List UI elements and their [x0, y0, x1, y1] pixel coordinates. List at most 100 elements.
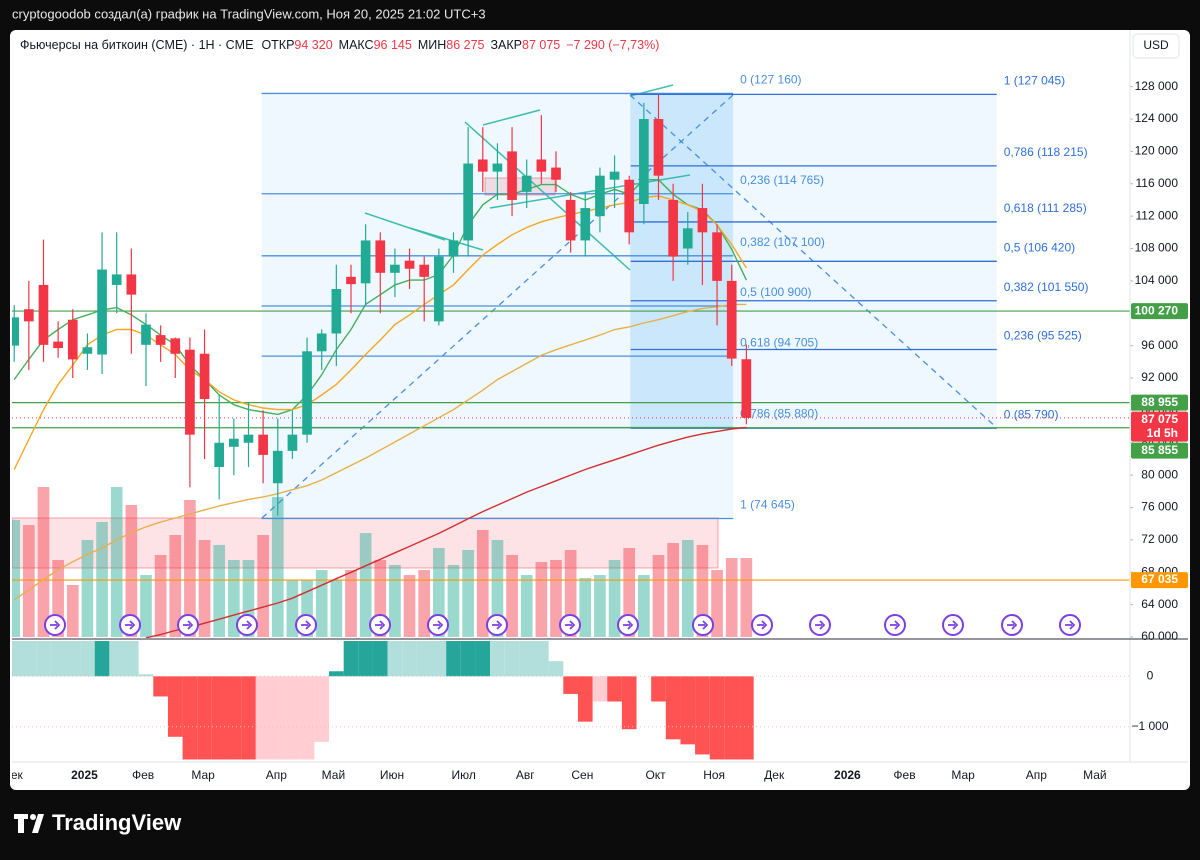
price-badge — [1131, 394, 1188, 411]
histogram-bar — [592, 676, 608, 702]
indicator-pane — [12, 641, 754, 760]
histogram-bar — [124, 641, 139, 677]
fib-label: 0,236 (95 525) — [1004, 329, 1082, 343]
histogram-bar — [50, 641, 66, 677]
chart: 0 (127 160) 0,236 (114 765) 0,382 (107 100… — [12, 38, 1188, 782]
candle-body — [580, 208, 591, 241]
indicator-tick-label: −1 000 — [1131, 719, 1168, 733]
candle-body — [243, 434, 254, 443]
price-badge-label: 88 955 — [1141, 395, 1178, 409]
price-badge — [1131, 442, 1188, 459]
currency-button[interactable] — [1132, 33, 1180, 59]
volume-bar — [681, 540, 694, 637]
histogram-bar — [724, 676, 740, 760]
y-tick-label: 104 000 — [1135, 273, 1179, 287]
histogram-bar — [519, 641, 535, 677]
candle-body — [97, 269, 107, 355]
candle-body — [185, 349, 195, 435]
trend-lines — [364, 84, 691, 271]
event-icon — [295, 614, 317, 636]
legend-value: 86 275 — [446, 38, 484, 52]
volume-bar — [315, 570, 328, 637]
candle-body — [67, 319, 78, 360]
volume-bar — [125, 505, 138, 637]
event-icon — [427, 614, 449, 636]
candle-body — [375, 240, 386, 273]
candle-body — [82, 347, 93, 354]
candle-body — [111, 274, 122, 285]
x-tick-label: Май — [1083, 768, 1107, 782]
x-tick-label: Фев — [893, 768, 915, 782]
x-tick-label: Мар — [951, 768, 975, 782]
event-icon — [692, 614, 714, 636]
histogram-bar — [36, 641, 51, 677]
volume-profile-box — [12, 517, 719, 569]
candle-body — [258, 434, 268, 455]
volume-bar — [66, 585, 79, 637]
legend-change: −7 290 (−7,73%) — [566, 38, 659, 52]
event-arrow — [301, 620, 312, 630]
event-arrow — [623, 620, 634, 630]
volume-bar — [638, 575, 650, 637]
fib-label: 0,382 (101 550) — [1004, 280, 1089, 294]
x-tick-label: Мар — [191, 768, 215, 782]
histogram-bar — [182, 676, 198, 760]
candle-body — [521, 175, 532, 192]
event-arrow — [1065, 620, 1076, 630]
candle-body — [434, 256, 444, 322]
event-arrow — [375, 620, 386, 630]
event-arrow — [492, 620, 503, 630]
candle-body — [199, 353, 210, 400]
candle-body — [12, 317, 20, 346]
y-tick-label: 116 000 — [1136, 176, 1179, 190]
x-tick-label: Окт — [645, 768, 666, 782]
volume-bar — [37, 487, 50, 637]
volume-bar — [23, 525, 35, 637]
candle-body — [287, 434, 298, 451]
event-icon — [177, 614, 199, 636]
legend-key: МИН — [418, 38, 446, 52]
histogram-bar — [665, 676, 681, 740]
histogram-bar — [197, 676, 212, 760]
histogram-bar — [109, 641, 125, 677]
event-arrow — [242, 620, 253, 630]
histogram-bar — [153, 676, 168, 697]
y-tick-label: 112 000 — [1136, 208, 1179, 222]
candle-body — [551, 167, 561, 180]
histogram-bar — [372, 641, 388, 677]
candle-body — [155, 335, 166, 345]
fib-label: 0,618 (111 285) — [1004, 201, 1087, 215]
volume-bar — [52, 560, 64, 637]
volume-bar — [418, 570, 431, 637]
x-tick-label: Фев — [132, 768, 154, 782]
event-icon — [1059, 614, 1081, 636]
histogram-bar — [680, 676, 696, 745]
candle-body — [419, 264, 430, 277]
event-icon — [942, 614, 964, 636]
volume-bar — [359, 533, 372, 637]
time-axis: Дек 2025 Фев Мар Апр Май Июн Июл Авг Сен Окт Ноя Дек… — [12, 768, 1107, 782]
legend-title: Фьючерсы на биткоин (CME) · 1Н · CME — [20, 38, 253, 52]
zone-box — [484, 177, 556, 196]
volume-bar — [740, 558, 753, 637]
candle-body — [126, 274, 137, 295]
histogram-bar — [563, 676, 578, 694]
candle-body — [229, 438, 239, 447]
histogram-bar — [621, 676, 637, 730]
x-tick-label: Дек — [764, 768, 785, 782]
x-tick-label: Июл — [452, 768, 476, 782]
candle-body — [624, 179, 635, 233]
volume-bar — [271, 497, 284, 637]
candle-body — [24, 309, 34, 322]
volume-bar — [228, 560, 240, 637]
x-tick-label: Апр — [266, 768, 288, 782]
histogram-bar — [226, 676, 242, 760]
histogram-bar — [270, 676, 286, 760]
histogram-bar — [241, 676, 256, 760]
histogram-bar — [446, 641, 461, 677]
candle-body — [697, 208, 708, 233]
candle-body — [170, 338, 181, 354]
histogram-bar — [285, 676, 300, 760]
candle-body — [463, 163, 473, 241]
